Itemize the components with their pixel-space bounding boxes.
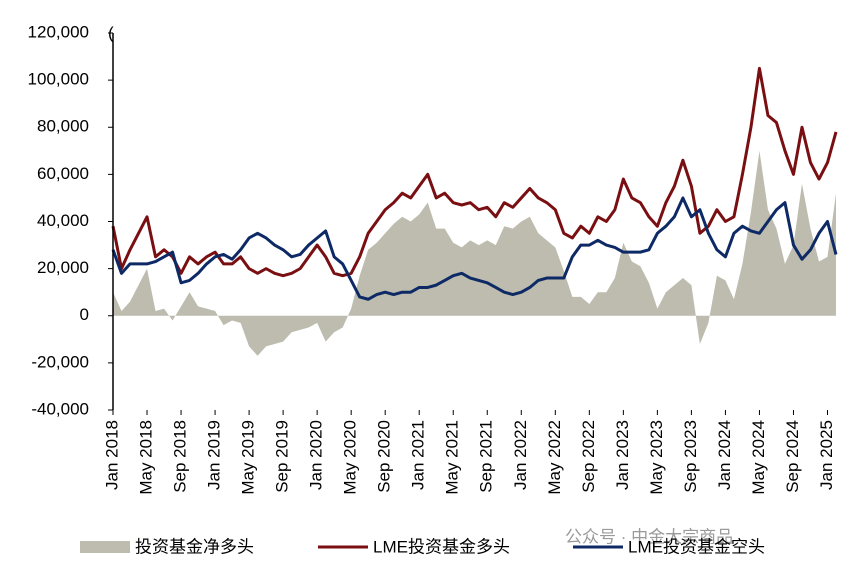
x-tick-label: Jan 2025 xyxy=(817,420,836,490)
y-tick-label: -40,000 xyxy=(31,399,89,418)
x-tick-label: Jan 2023 xyxy=(613,420,632,490)
legend-item: LME投资基金空头 xyxy=(573,537,765,556)
x-tick-label: May 2019 xyxy=(239,420,258,495)
x-tick-label: May 2024 xyxy=(749,420,768,495)
x-tick-label: Sep 2018 xyxy=(171,420,190,493)
net-long-area xyxy=(113,150,836,356)
legend-label: LME投资基金多头 xyxy=(373,537,510,556)
x-tick-label: May 2021 xyxy=(443,420,462,495)
x-tick-label: May 2022 xyxy=(545,420,564,495)
legend-swatch xyxy=(80,541,130,553)
legend-label: 投资基金净多头 xyxy=(135,537,254,556)
y-tick-label: 40,000 xyxy=(37,211,89,230)
x-tick-label: Sep 2020 xyxy=(375,420,394,493)
x-tick-label: Jan 2024 xyxy=(715,420,734,490)
x-tick-label: Jan 2018 xyxy=(102,420,121,490)
x-tick-label: Sep 2021 xyxy=(477,420,496,493)
x-tick-label: May 2018 xyxy=(137,420,156,495)
x-tick-label: Sep 2019 xyxy=(273,420,292,493)
legend-item: LME投资基金多头 xyxy=(318,537,510,556)
legend-item: 投资基金净多头 xyxy=(80,537,254,556)
x-tick-label: May 2023 xyxy=(647,420,666,495)
y-tick-label: 0 xyxy=(80,305,89,324)
y-tick-label: 20,000 xyxy=(37,258,89,277)
x-tick-label: Sep 2022 xyxy=(579,420,598,493)
x-tick-label: Sep 2023 xyxy=(681,420,700,493)
y-tick-label: 80,000 xyxy=(37,117,89,136)
x-tick-label: Jan 2019 xyxy=(205,420,224,490)
x-tick-label: May 2020 xyxy=(341,420,360,495)
series-line xyxy=(111,196,838,301)
y-tick-label: 100,000 xyxy=(28,70,89,89)
x-tick-label: Jan 2021 xyxy=(409,420,428,490)
y-tick-label: 120,000 xyxy=(28,22,89,41)
series-line xyxy=(111,66,838,278)
y-tick-label: 60,000 xyxy=(37,164,89,183)
x-tick-label: Sep 2024 xyxy=(783,420,802,493)
x-tick-label: Jan 2020 xyxy=(307,420,326,490)
y-tick-label: -20,000 xyxy=(31,352,89,371)
watermark: 公众号 · 中金大宗商品 xyxy=(565,527,733,546)
legend-label: LME投资基金空头 xyxy=(628,537,765,556)
x-tick-label: Jan 2022 xyxy=(511,420,530,490)
